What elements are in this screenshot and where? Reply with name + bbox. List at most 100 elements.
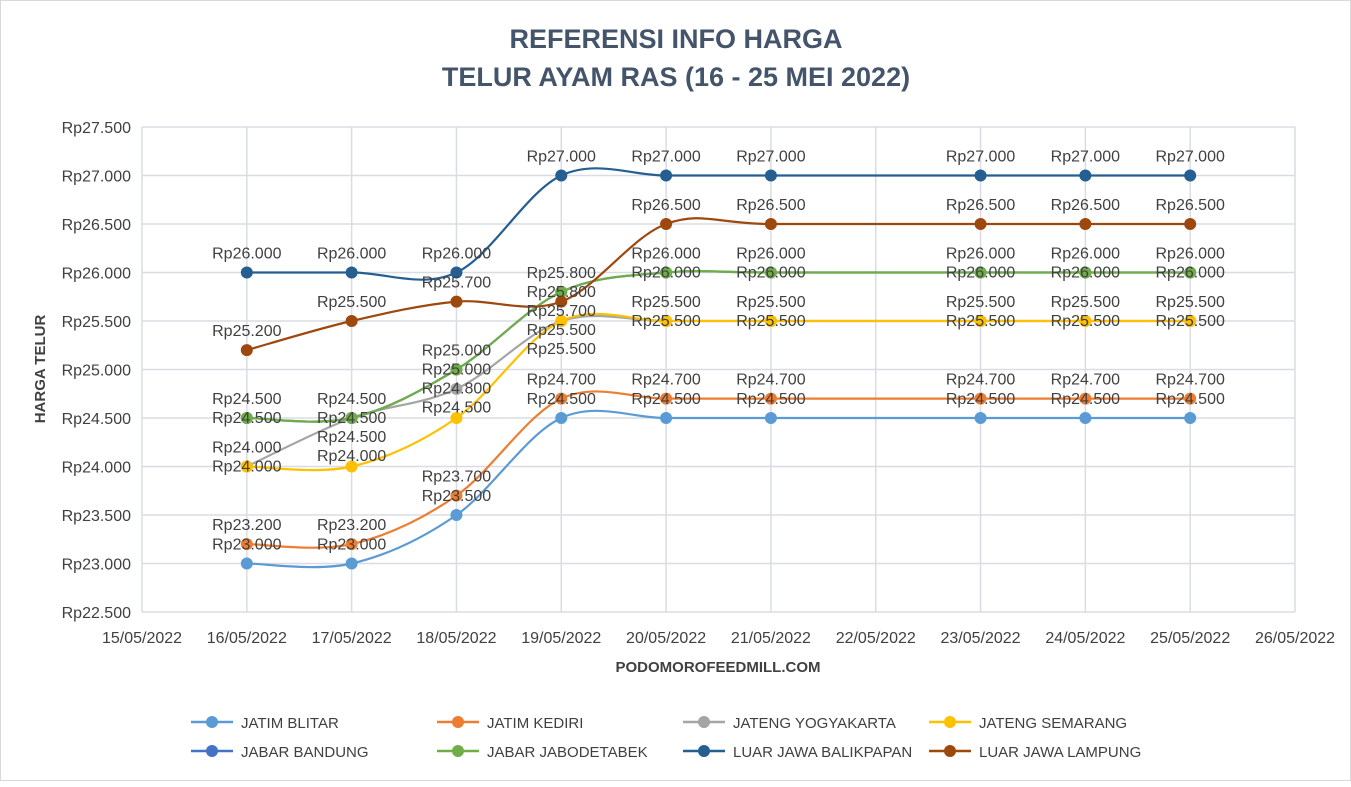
data-label: Rp26.500 [631,197,700,214]
data-label: Rp25.500 [631,313,700,330]
data-label: Rp24.500 [736,391,805,408]
data-label: Rp25.500 [631,294,700,311]
x-tick-label: 20/05/2022 [626,630,706,647]
x-tick-label: 23/05/2022 [941,630,1021,647]
data-label: Rp26.000 [1155,246,1224,263]
chart-title-line: TELUR AYAM RAS (16 - 25 MEI 2022) [442,62,910,92]
y-axis-title: HARGA TELUR [32,315,49,424]
data-point [764,315,777,327]
legend-marker [452,745,464,757]
series-line [246,217,1191,352]
data-label: Rp26.000 [317,246,386,263]
data-point [345,315,358,327]
data-label: Rp23.200 [317,517,386,534]
data-label: Rp24.000 [317,448,386,465]
data-label: Rp25.500 [317,294,386,311]
data-label: Rp25.800 [527,265,596,282]
data-label: Rp23.700 [422,469,491,486]
data-label: Rp24.700 [736,372,805,389]
data-label: Rp24.500 [212,410,281,427]
data-point [345,557,358,570]
data-point [660,315,673,327]
data-label: Rp26.000 [736,246,805,263]
data-label: Rp25.000 [422,343,491,360]
data-point [1079,412,1092,424]
data-label: Rp24.700 [631,372,700,389]
data-point [240,412,253,424]
data-point [555,295,568,308]
data-point [660,412,673,424]
data-label: Rp25.500 [527,322,596,339]
data-label: Rp24.500 [1155,391,1224,408]
data-point [1184,392,1197,405]
data-label: Rp23.000 [212,537,281,554]
data-point [974,412,987,424]
data-label: Rp25.500 [946,313,1015,330]
data-label: Rp25.800 [527,284,596,301]
data-point [1079,218,1092,230]
data-label: Rp25.700 [527,303,596,320]
legend-label: JABAR JABODETABEK [487,744,648,761]
x-tick-label: 17/05/2022 [312,630,392,647]
data-point [660,392,673,405]
data-point [764,412,777,424]
data-point [450,489,463,502]
data-point [555,285,568,298]
x-tick-label: 21/05/2022 [731,630,811,647]
data-point [450,295,463,308]
data-label: Rp24.700 [527,372,596,389]
data-label: Rp27.000 [736,149,805,166]
legend-marker [698,745,710,757]
data-point [974,266,987,279]
x-tick-label: 16/05/2022 [207,630,287,647]
x-axis-title: PODOMOROFEEDMILL.COM [616,659,821,676]
y-tick-label: Rp22.500 [62,605,131,622]
data-point [450,266,463,279]
data-label: Rp24.500 [946,391,1015,408]
data-point [1079,266,1092,279]
data-point [345,412,358,424]
legend-marker [944,745,956,757]
y-tick-label: Rp25.000 [62,363,131,380]
data-label: Rp24.000 [212,459,281,476]
x-tick-label: 22/05/2022 [836,630,916,647]
y-tick-label: Rp24.500 [62,411,131,428]
data-label: Rp23.000 [317,537,386,554]
y-tick-label: Rp24.000 [62,460,131,477]
data-point [974,392,987,405]
y-tick-label: Rp27.500 [62,120,131,137]
data-point [1184,169,1197,182]
data-label: Rp24.500 [1051,391,1120,408]
data-point [1184,412,1197,424]
data-label: Rp25.500 [1051,313,1120,330]
data-label: Rp24.500 [317,410,386,427]
y-tick-label: Rp23.500 [62,508,131,525]
data-label: Rp26.000 [946,265,1015,282]
data-point [1184,218,1197,230]
data-label: Rp25.500 [946,294,1015,311]
data-point [974,315,987,327]
data-point [1079,392,1092,405]
data-point [660,266,673,279]
data-label: Rp25.500 [736,313,805,330]
legend-label: JATIM BLITAR [241,715,339,732]
data-label: Rp27.000 [631,149,700,166]
data-label: Rp27.000 [1051,149,1120,166]
x-tick-label: 24/05/2022 [1045,630,1125,647]
legend-label: JATIM KEDIRI [487,715,583,732]
data-label: Rp24.500 [527,391,596,408]
y-tick-label: Rp25.500 [62,314,131,331]
data-point [345,460,358,473]
data-label: Rp26.500 [1155,197,1224,214]
legend-marker [206,745,218,757]
data-point [450,363,463,376]
data-label: Rp26.000 [212,246,281,263]
x-tick-label: 26/05/2022 [1255,630,1335,647]
data-point [764,266,777,279]
data-label: Rp24.700 [946,372,1015,389]
data-label: Rp24.500 [422,400,491,417]
data-point [555,392,568,405]
data-point [764,169,777,182]
